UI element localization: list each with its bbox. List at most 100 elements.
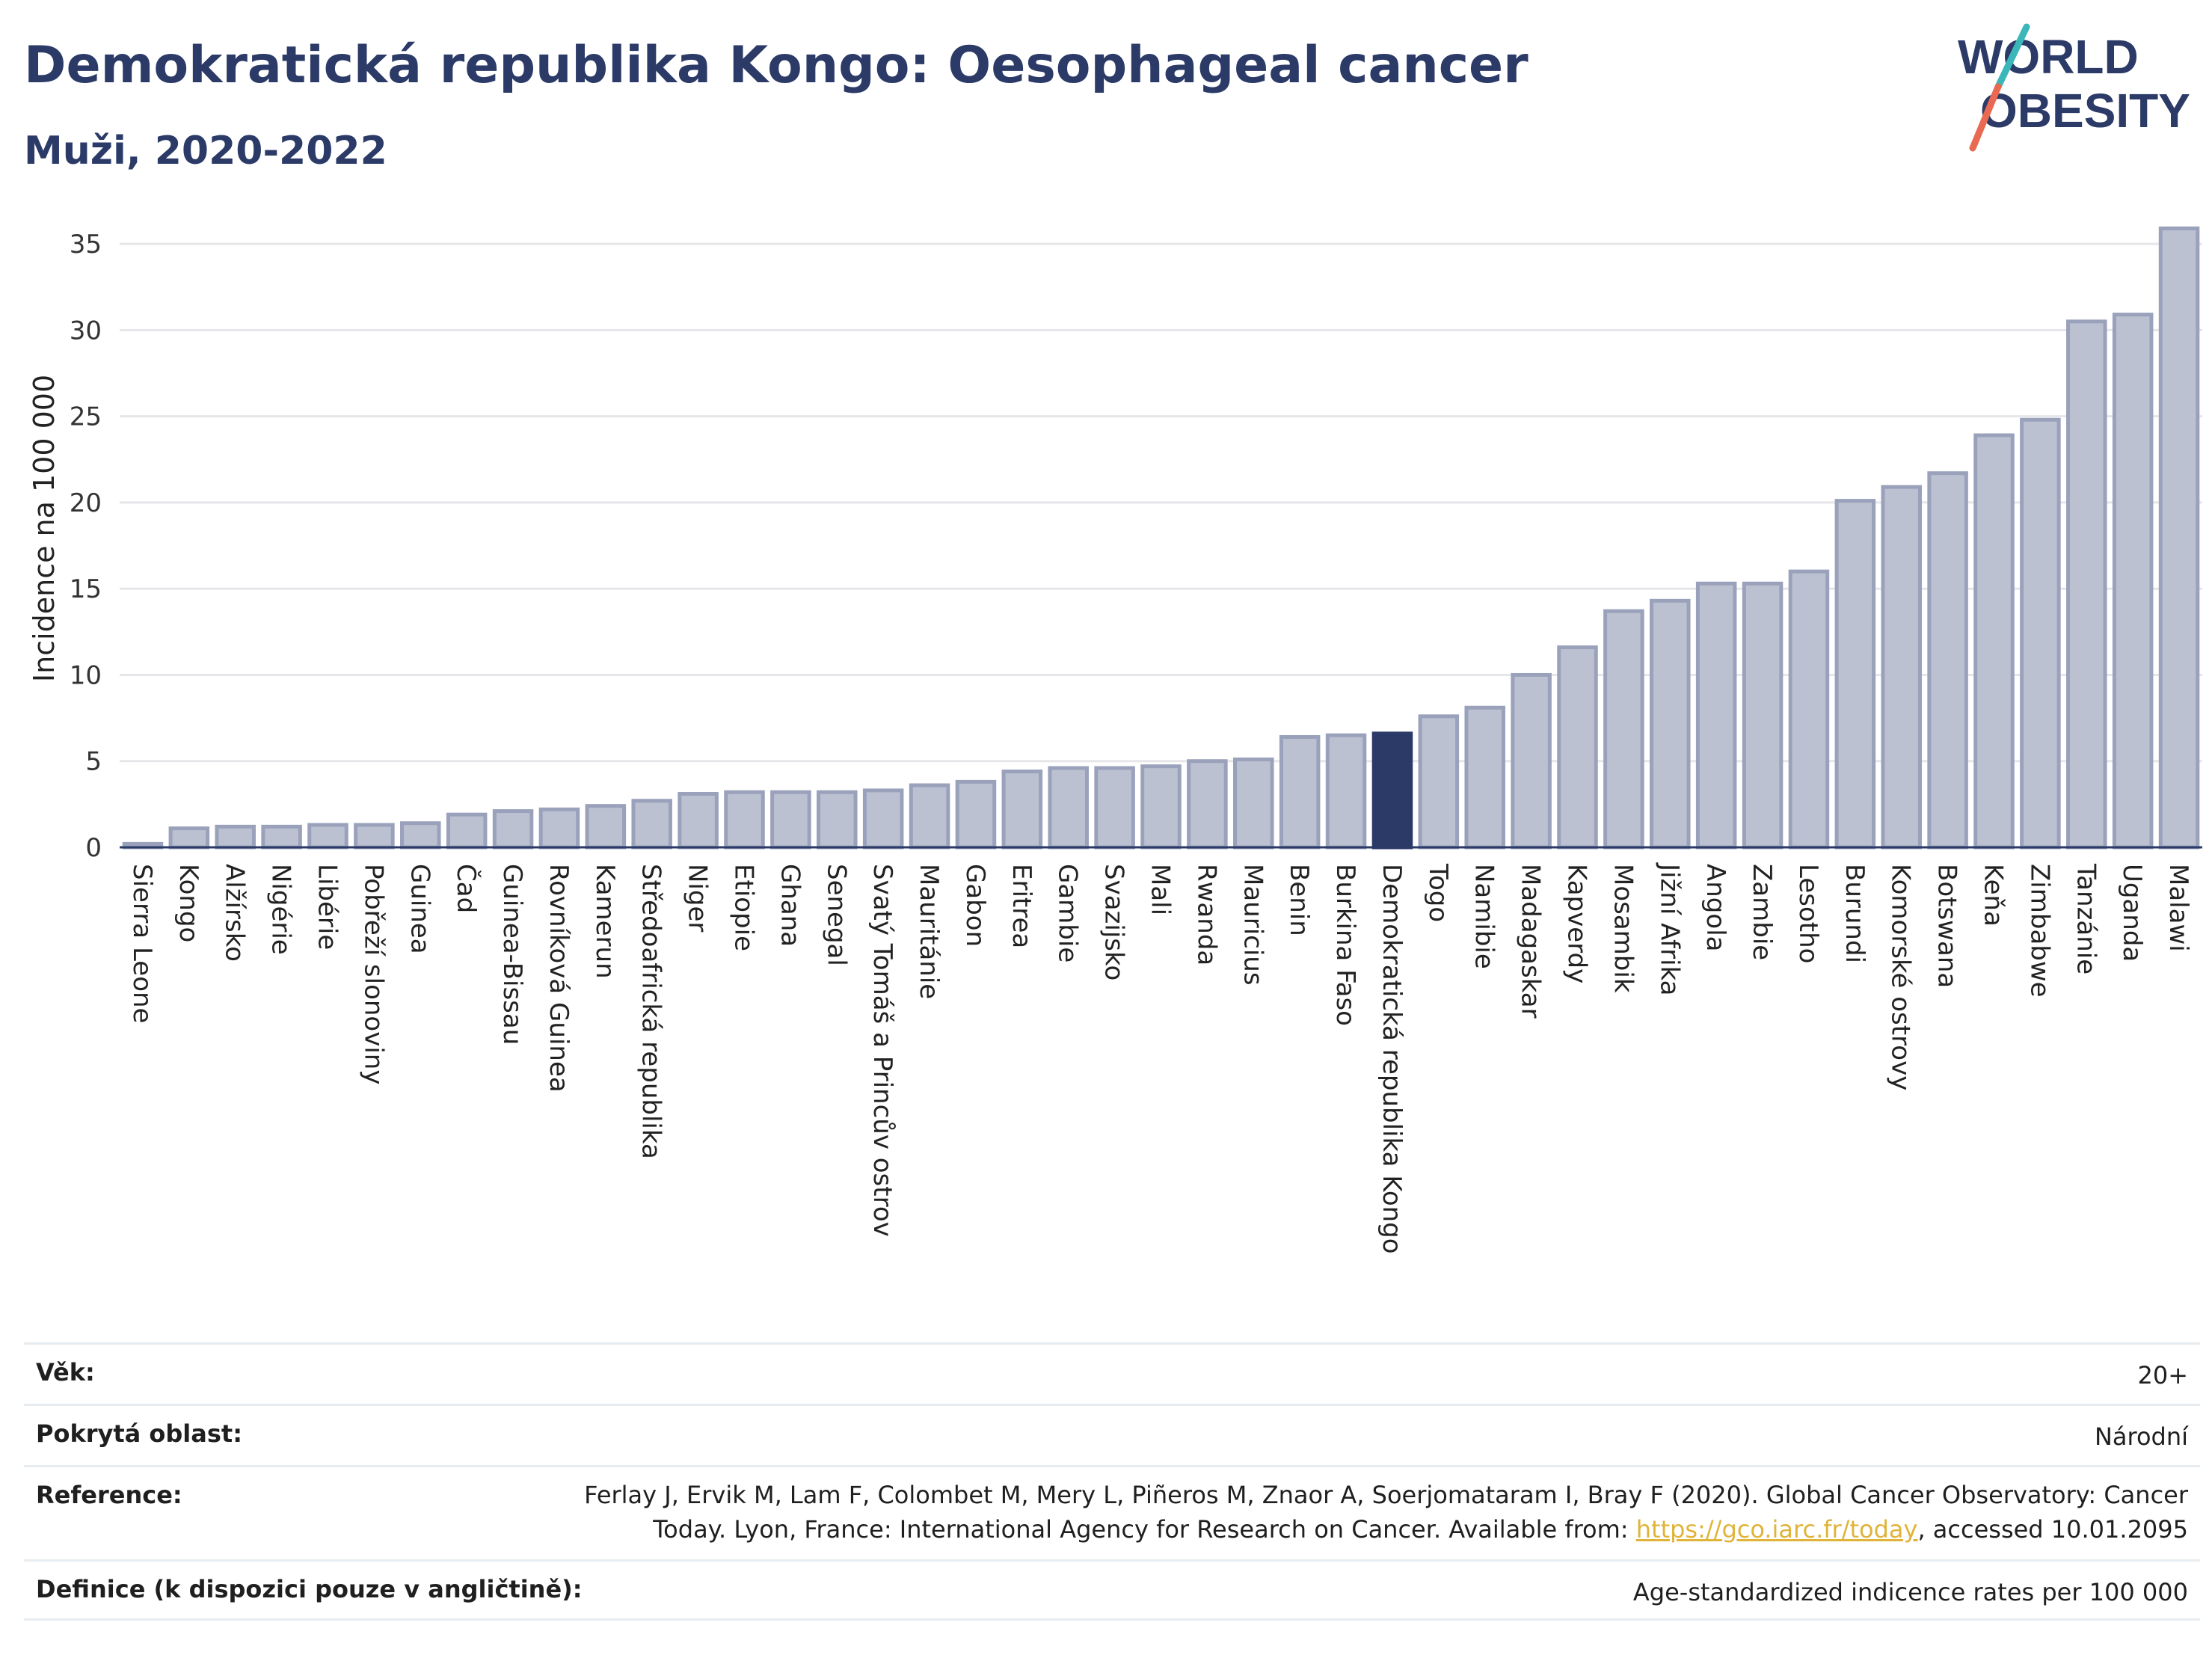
bar <box>1557 645 1598 850</box>
logo-line2: OBESITY <box>1980 84 2190 138</box>
x-tick-label: Demokratická republika Kongo <box>1377 864 1407 1254</box>
bar <box>1418 714 1460 850</box>
x-tick-label: Malawi <box>2163 864 2193 952</box>
x-tick-label: Zambie <box>1747 864 1777 960</box>
x-tick-label: Lesotho <box>1793 864 1823 963</box>
x-tick-label: Čad <box>451 864 482 913</box>
bar <box>817 790 858 850</box>
bar <box>1695 581 1737 850</box>
info-table: Věk: 20+ Pokrytá oblast: Národní Referen… <box>24 1342 2200 1621</box>
bar <box>1511 672 1552 850</box>
page-subtitle: Muži, 2020-2022 <box>24 129 387 174</box>
x-tick-label: Komorské ostrovy <box>1886 864 1916 1090</box>
x-tick-label: Svatý Tomáš a Princův ostrov <box>867 864 897 1237</box>
bar <box>307 823 348 850</box>
x-tick-label: Guinea-Bissau <box>497 864 527 1045</box>
x-tick-label: Kamerun <box>590 864 620 979</box>
bar <box>1603 609 1644 850</box>
bar <box>770 790 811 850</box>
x-tick-label: Mali <box>1146 864 1176 915</box>
y-tick-label: 5 <box>85 747 102 777</box>
bar <box>909 783 950 850</box>
x-tick-label: Namibie <box>1469 864 1499 969</box>
y-tick-label: 0 <box>85 833 102 863</box>
bar <box>1927 471 1968 850</box>
x-tick-label: Mauritánie <box>914 864 944 999</box>
y-tick-label: 10 <box>70 660 102 690</box>
bar <box>1140 764 1182 850</box>
bar <box>492 809 534 850</box>
reference-line1: Ferlay J, Ervik M, Lam F, Colombet M, Me… <box>584 1481 2188 1509</box>
x-tick-label: Svazijsko <box>1099 864 1129 980</box>
x-tick-label: Eritrea <box>1007 864 1036 948</box>
x-tick-label: Gambie <box>1053 864 1083 962</box>
bar <box>1094 766 1135 850</box>
bar <box>538 807 580 850</box>
x-tick-label: Togo <box>1423 863 1453 922</box>
area-label: Pokrytá oblast: <box>36 1419 242 1448</box>
definition-value: Age-standardized indicence rates per 100… <box>1632 1578 2188 1606</box>
y-axis-label: Incidence na 100 000 <box>28 375 61 682</box>
bar <box>1048 766 1089 850</box>
y-tick-label: 15 <box>70 574 102 604</box>
bar <box>261 824 302 850</box>
x-tick-label: Benin <box>1284 864 1314 936</box>
bar <box>2066 319 2107 850</box>
bar <box>955 779 997 850</box>
bar <box>1325 733 1367 850</box>
logo-line1: WORLD <box>1958 30 2139 84</box>
bar <box>1742 581 1784 850</box>
bar <box>1788 569 1830 850</box>
world-obesity-logo: WORLD OBESITY <box>1958 23 2190 152</box>
bar <box>1279 734 1321 850</box>
x-tick-label: Uganda <box>2117 864 2147 962</box>
x-tick-label: Burkina Faso <box>1330 864 1360 1026</box>
x-tick-label: Zimbabwe <box>2024 864 2054 998</box>
bar <box>2020 417 2061 850</box>
x-tick-label: Libérie <box>313 864 342 950</box>
bar <box>1650 598 1691 850</box>
area-value: Národní <box>2094 1422 2188 1451</box>
x-tick-label: Středoafrická republika <box>636 864 666 1159</box>
age-label: Věk: <box>36 1358 95 1387</box>
x-tick-label: Madagaskar <box>1516 864 1546 1019</box>
x-tick-label: Ghana <box>775 864 805 947</box>
bar <box>215 824 256 850</box>
y-tick-label: 20 <box>70 488 102 518</box>
bar <box>631 799 672 850</box>
bar <box>2112 313 2154 850</box>
reference-line2-pre: Today. Lyon, France: International Agenc… <box>653 1515 1636 1544</box>
bar <box>168 826 210 850</box>
reference-value: Ferlay J, Ervik M, Lam F, Colombet M, Me… <box>584 1478 2188 1547</box>
logo-slash-coral <box>1969 83 2002 152</box>
bar <box>354 823 395 850</box>
y-tick-label: 35 <box>70 230 102 260</box>
bar <box>400 821 441 850</box>
bar <box>1233 757 1274 850</box>
x-tick-label: Niger <box>683 864 713 932</box>
bar <box>724 790 765 850</box>
page-title: Demokratická republika Kongo: Oesophagea… <box>24 36 1529 95</box>
bar <box>1834 499 1876 850</box>
bar <box>1464 705 1505 850</box>
x-tick-label: Alžírsko <box>220 864 250 962</box>
x-tick-label: Kapverdy <box>1562 864 1592 983</box>
bar <box>1881 485 1922 850</box>
x-tick-label: Senegal <box>821 864 851 966</box>
bar-highlight <box>1371 731 1413 850</box>
y-tick-label: 30 <box>70 316 102 346</box>
bar <box>1001 770 1043 850</box>
bar <box>1187 759 1228 850</box>
info-row-reference: Reference: Ferlay J, Ervik M, Lam F, Col… <box>24 1465 2200 1559</box>
info-row-area: Pokrytá oblast: Národní <box>24 1404 2200 1465</box>
x-tick-label: Guinea <box>405 864 434 954</box>
x-tick-label: Rwanda <box>1191 864 1221 965</box>
x-tick-label: Botswana <box>1932 864 1962 988</box>
bar <box>678 792 719 850</box>
x-tick-label: Rovníková Guinea <box>544 864 574 1093</box>
logo-slash-teal <box>1994 23 2030 90</box>
x-tick-label: Nigérie <box>266 864 296 955</box>
reference-link[interactable]: https://gco.iarc.fr/today <box>1635 1515 1918 1544</box>
x-tick-label: Jižní Afrika <box>1654 862 1684 996</box>
x-tick-label: Keňa <box>1979 864 2009 927</box>
